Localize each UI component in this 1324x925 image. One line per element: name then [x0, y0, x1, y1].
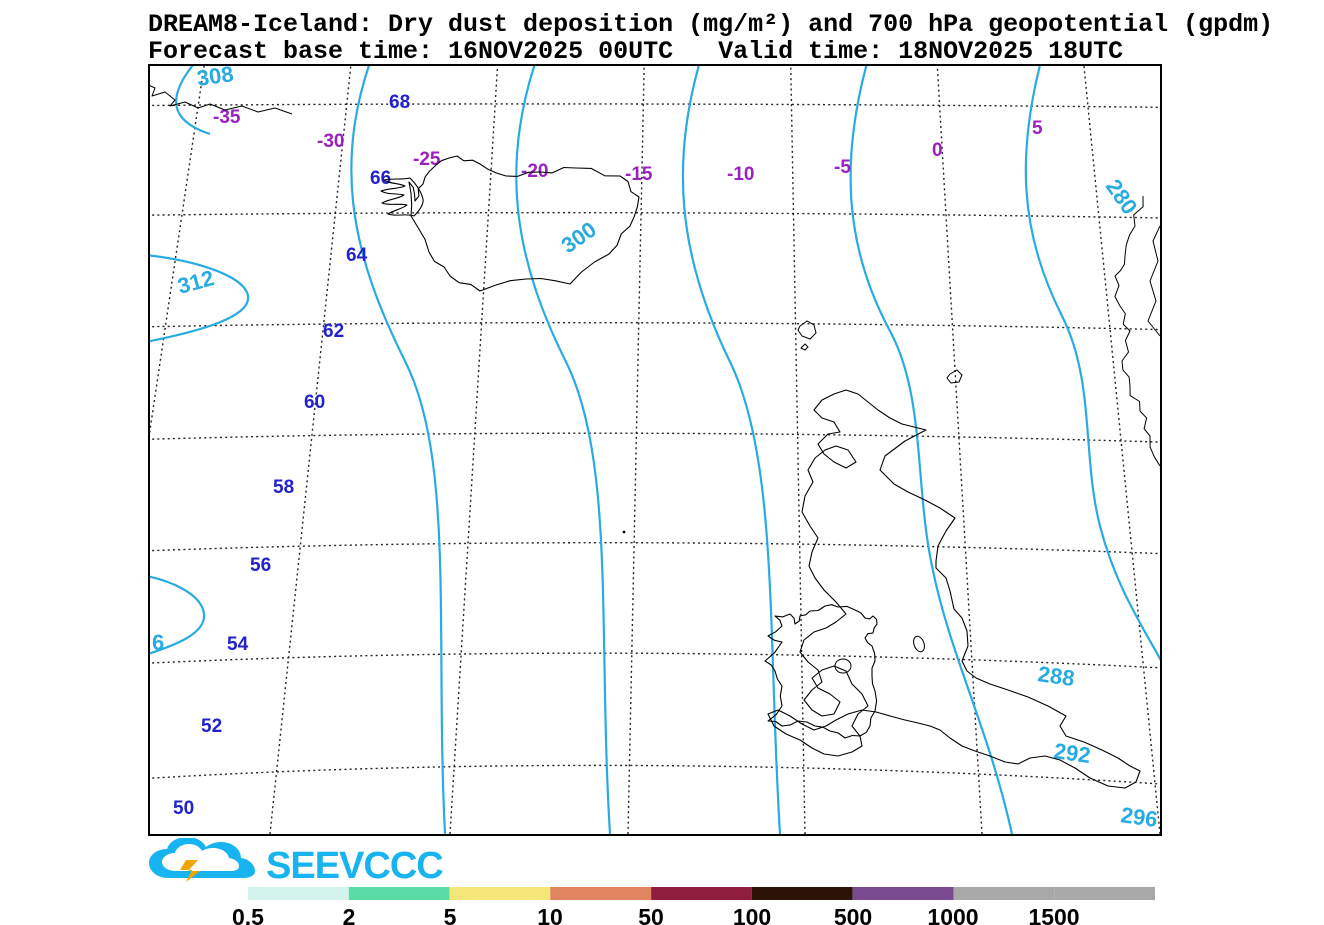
svg-text:500: 500 [834, 904, 872, 925]
svg-text:312: 312 [175, 265, 217, 299]
svg-text:52: 52 [201, 716, 222, 737]
svg-text:308: 308 [195, 66, 235, 91]
svg-text:68: 68 [389, 92, 410, 113]
svg-text:0: 0 [932, 140, 943, 161]
svg-text:1500: 1500 [1028, 904, 1079, 925]
svg-text:5: 5 [1032, 118, 1043, 139]
svg-text:5: 5 [444, 904, 457, 925]
svg-text:-30: -30 [317, 131, 344, 152]
svg-text:296: 296 [1119, 802, 1159, 832]
svg-text:56: 56 [250, 555, 271, 576]
svg-text:-15: -15 [625, 164, 653, 185]
svg-text:0.5: 0.5 [232, 904, 264, 925]
svg-text:288: 288 [1036, 661, 1076, 691]
svg-text:-20: -20 [521, 161, 548, 182]
svg-text:66: 66 [370, 168, 391, 189]
svg-text:2: 2 [343, 904, 356, 925]
svg-text:50: 50 [173, 798, 194, 819]
svg-text:50: 50 [638, 904, 664, 925]
svg-text:-35: -35 [213, 107, 241, 128]
svg-text:64: 64 [346, 245, 368, 266]
svg-text:SEEVCCC: SEEVCCC [266, 845, 443, 887]
svg-text:60: 60 [304, 392, 325, 413]
svg-text:58: 58 [273, 477, 294, 498]
svg-text:-25: -25 [413, 149, 441, 170]
svg-text:100: 100 [733, 904, 771, 925]
svg-text:-5: -5 [834, 157, 851, 178]
svg-text:6: 6 [152, 630, 164, 655]
svg-text:10: 10 [537, 904, 563, 925]
svg-text:-10: -10 [727, 164, 754, 185]
svg-text:300: 300 [557, 217, 601, 259]
svg-text:62: 62 [323, 321, 344, 342]
svg-text:54: 54 [227, 634, 249, 655]
svg-text:1000: 1000 [927, 904, 978, 925]
